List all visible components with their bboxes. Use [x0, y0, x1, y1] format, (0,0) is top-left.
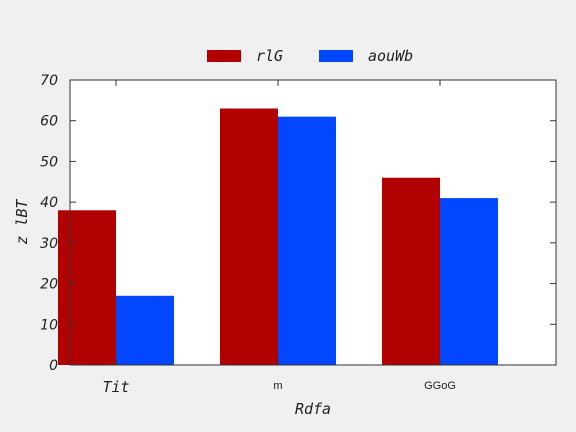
y-tick-label: 50	[40, 154, 58, 170]
bar-aouWb-m	[278, 116, 336, 366]
legend-swatch-rlG	[207, 50, 241, 62]
plot-frame	[69, 79, 557, 366]
legend-label-rlG: rlG	[256, 47, 283, 65]
y-tick-label: 10	[40, 317, 58, 333]
bar-rlG-Tit	[58, 210, 116, 365]
x-axis-label: Rdfa	[295, 400, 331, 418]
y-tick-label: 60	[40, 114, 58, 130]
bars-layer	[58, 108, 498, 366]
y-tick-label: 30	[40, 236, 58, 252]
y-tick-label: 70	[40, 73, 58, 89]
bar-aouWb-Tit	[116, 295, 174, 365]
x-tick-label: GGoG	[424, 380, 456, 392]
legend-swatch-aouWb	[319, 50, 353, 62]
y-tick-label: 0	[49, 358, 58, 374]
bar-aouWb-GGoG	[440, 198, 498, 365]
legend: rlG aouWb	[207, 47, 413, 65]
x-tick-label: m	[273, 380, 282, 392]
legend-label-aouWb: aouWb	[368, 47, 413, 65]
y-tick-label: 40	[40, 195, 58, 211]
y-tick-label: 20	[40, 277, 58, 293]
bar-rlG-m	[220, 108, 278, 365]
bar-rlG-GGoG	[382, 177, 440, 365]
y-axis-label: z lBT	[13, 198, 31, 244]
x-tick-label: Tit	[102, 378, 129, 396]
